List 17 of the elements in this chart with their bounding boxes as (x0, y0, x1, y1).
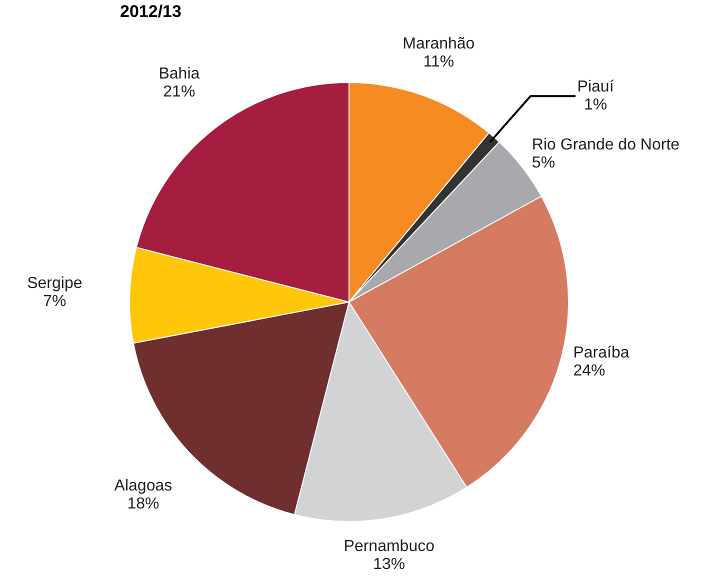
slice-label: Piauí (577, 78, 614, 96)
slice-label: Bahia (158, 65, 200, 82)
slice-label: Rio Grande do Norte (532, 136, 680, 154)
slice-label: Maranhão (402, 35, 475, 52)
data-label: 5% (532, 154, 556, 172)
data-label: 11% (423, 53, 454, 70)
slice-label: Alagoas (114, 478, 172, 495)
data-label: 13% (373, 556, 406, 573)
chart-title: 2012/13 (120, 2, 182, 22)
data-label: 1% (584, 96, 608, 114)
data-label: 21% (163, 83, 196, 100)
data-label: 24% (573, 362, 606, 380)
data-label: 7% (43, 293, 66, 310)
slice-label: Sergipe (27, 275, 82, 292)
data-label: 18% (127, 496, 160, 513)
slice-label: Paraíba (573, 344, 630, 362)
slice-label: Pernambuco (344, 538, 435, 555)
